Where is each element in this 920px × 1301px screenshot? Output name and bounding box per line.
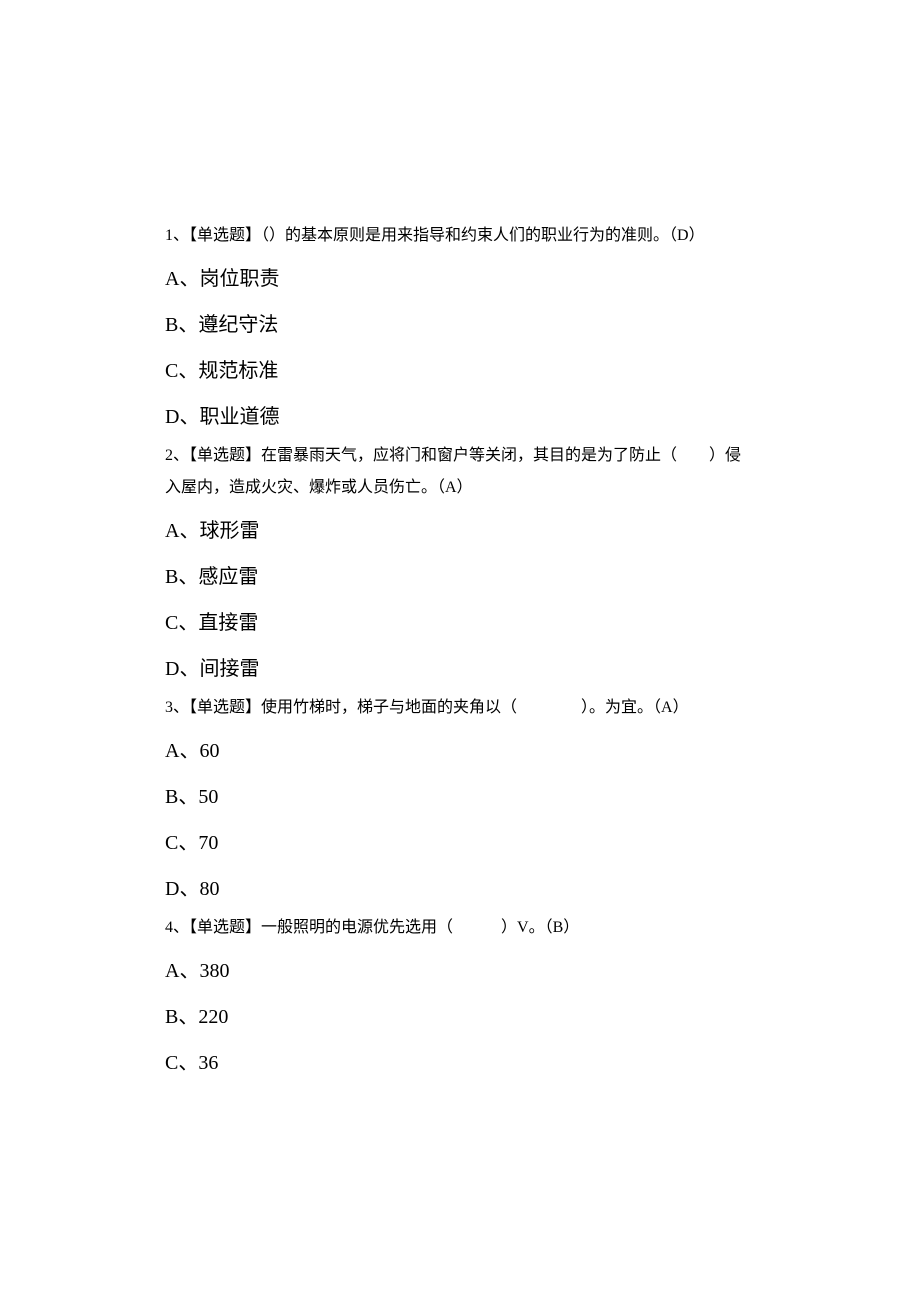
- q3-b-letter: B: [165, 786, 178, 808]
- question-3: 3、【单选题】使用竹梯时，梯子与地面的夹角以（ ）。为宜。（A） A、60 B、…: [165, 692, 755, 912]
- q4-number: 4: [165, 919, 173, 936]
- q1-a-text: 岗位职责: [199, 268, 279, 290]
- q2-number: 2: [165, 447, 173, 464]
- q2-type: 【单选题】: [189, 447, 261, 464]
- q1-option-c: C、规范标准: [165, 348, 755, 394]
- q1-option-d: D、职业道德: [165, 394, 755, 440]
- q2-d-letter: D: [165, 658, 179, 680]
- q1-c-text: 规范标准: [198, 360, 278, 382]
- q3-d-text: 80: [199, 878, 219, 900]
- q2-c-text: 直接雷: [198, 612, 258, 634]
- q1-b-letter: B: [165, 314, 178, 336]
- q1-stem-text: （）的基本原则是用来指导和约束人们的职业行为的准则。（D）: [261, 227, 705, 244]
- q2-a-text: 球形雷: [199, 520, 259, 542]
- q3-option-a: A、60: [165, 728, 755, 774]
- question-4: 4、【单选题】一般照明的电源优先选用（ ）V。（B） A、380 B、220 C…: [165, 912, 755, 1086]
- q4-stem-text: 一般照明的电源优先选用（ ）V。（B）: [261, 919, 579, 936]
- q2-option-d: D、间接雷: [165, 646, 755, 692]
- q1-c-letter: C: [165, 360, 178, 382]
- q2-b-text: 感应雷: [198, 566, 258, 588]
- q2-b-letter: B: [165, 566, 178, 588]
- q4-c-text: 36: [198, 1052, 218, 1074]
- q3-type: 【单选题】: [189, 699, 261, 716]
- q4-c-letter: C: [165, 1052, 178, 1074]
- q2-option-a: A、球形雷: [165, 508, 755, 554]
- q4-b-text: 220: [198, 1006, 228, 1028]
- q3-option-d: D、80: [165, 866, 755, 912]
- q3-number: 3: [165, 699, 173, 716]
- question-1: 1、【单选题】（）的基本原则是用来指导和约束人们的职业行为的准则。（D） A、岗…: [165, 220, 755, 440]
- q4-b-letter: B: [165, 1006, 178, 1028]
- q2-a-letter: A: [165, 520, 179, 542]
- question-3-stem: 3、【单选题】使用竹梯时，梯子与地面的夹角以（ ）。为宜。（A）: [165, 692, 755, 724]
- q4-option-b: B、220: [165, 994, 755, 1040]
- q4-a-letter: A: [165, 960, 179, 982]
- q4-a-text: 380: [199, 960, 229, 982]
- q3-option-c: C、70: [165, 820, 755, 866]
- q2-d-text: 间接雷: [199, 658, 259, 680]
- q1-option-b: B、遵纪守法: [165, 302, 755, 348]
- q1-type: 【单选题】: [189, 227, 261, 244]
- question-2-stem: 2、【单选题】在雷暴雨天气，应将门和窗户等关闭，其目的是为了防止（ ）侵入屋内，…: [165, 440, 755, 504]
- q1-option-a: A、岗位职责: [165, 256, 755, 302]
- question-1-stem: 1、【单选题】（）的基本原则是用来指导和约束人们的职业行为的准则。（D）: [165, 220, 755, 252]
- q3-c-letter: C: [165, 832, 178, 854]
- q3-b-text: 50: [198, 786, 218, 808]
- q2-c-letter: C: [165, 612, 178, 634]
- q3-c-text: 70: [198, 832, 218, 854]
- q3-a-letter: A: [165, 740, 179, 762]
- q1-number: 1: [165, 227, 173, 244]
- q4-option-c: C、36: [165, 1040, 755, 1086]
- q1-b-text: 遵纪守法: [198, 314, 278, 336]
- question-4-stem: 4、【单选题】一般照明的电源优先选用（ ）V。（B）: [165, 912, 755, 944]
- q4-option-a: A、380: [165, 948, 755, 994]
- q1-d-letter: D: [165, 406, 179, 428]
- q3-d-letter: D: [165, 878, 179, 900]
- q3-a-text: 60: [199, 740, 219, 762]
- question-2: 2、【单选题】在雷暴雨天气，应将门和窗户等关闭，其目的是为了防止（ ）侵入屋内，…: [165, 440, 755, 692]
- q1-a-letter: A: [165, 268, 179, 290]
- q1-d-text: 职业道德: [199, 406, 279, 428]
- q4-type: 【单选题】: [189, 919, 261, 936]
- q3-option-b: B、50: [165, 774, 755, 820]
- document-content: 1、【单选题】（）的基本原则是用来指导和约束人们的职业行为的准则。（D） A、岗…: [165, 220, 755, 1086]
- q2-option-c: C、直接雷: [165, 600, 755, 646]
- q2-option-b: B、感应雷: [165, 554, 755, 600]
- q3-stem-text: 使用竹梯时，梯子与地面的夹角以（ ）。为宜。（A）: [261, 699, 689, 716]
